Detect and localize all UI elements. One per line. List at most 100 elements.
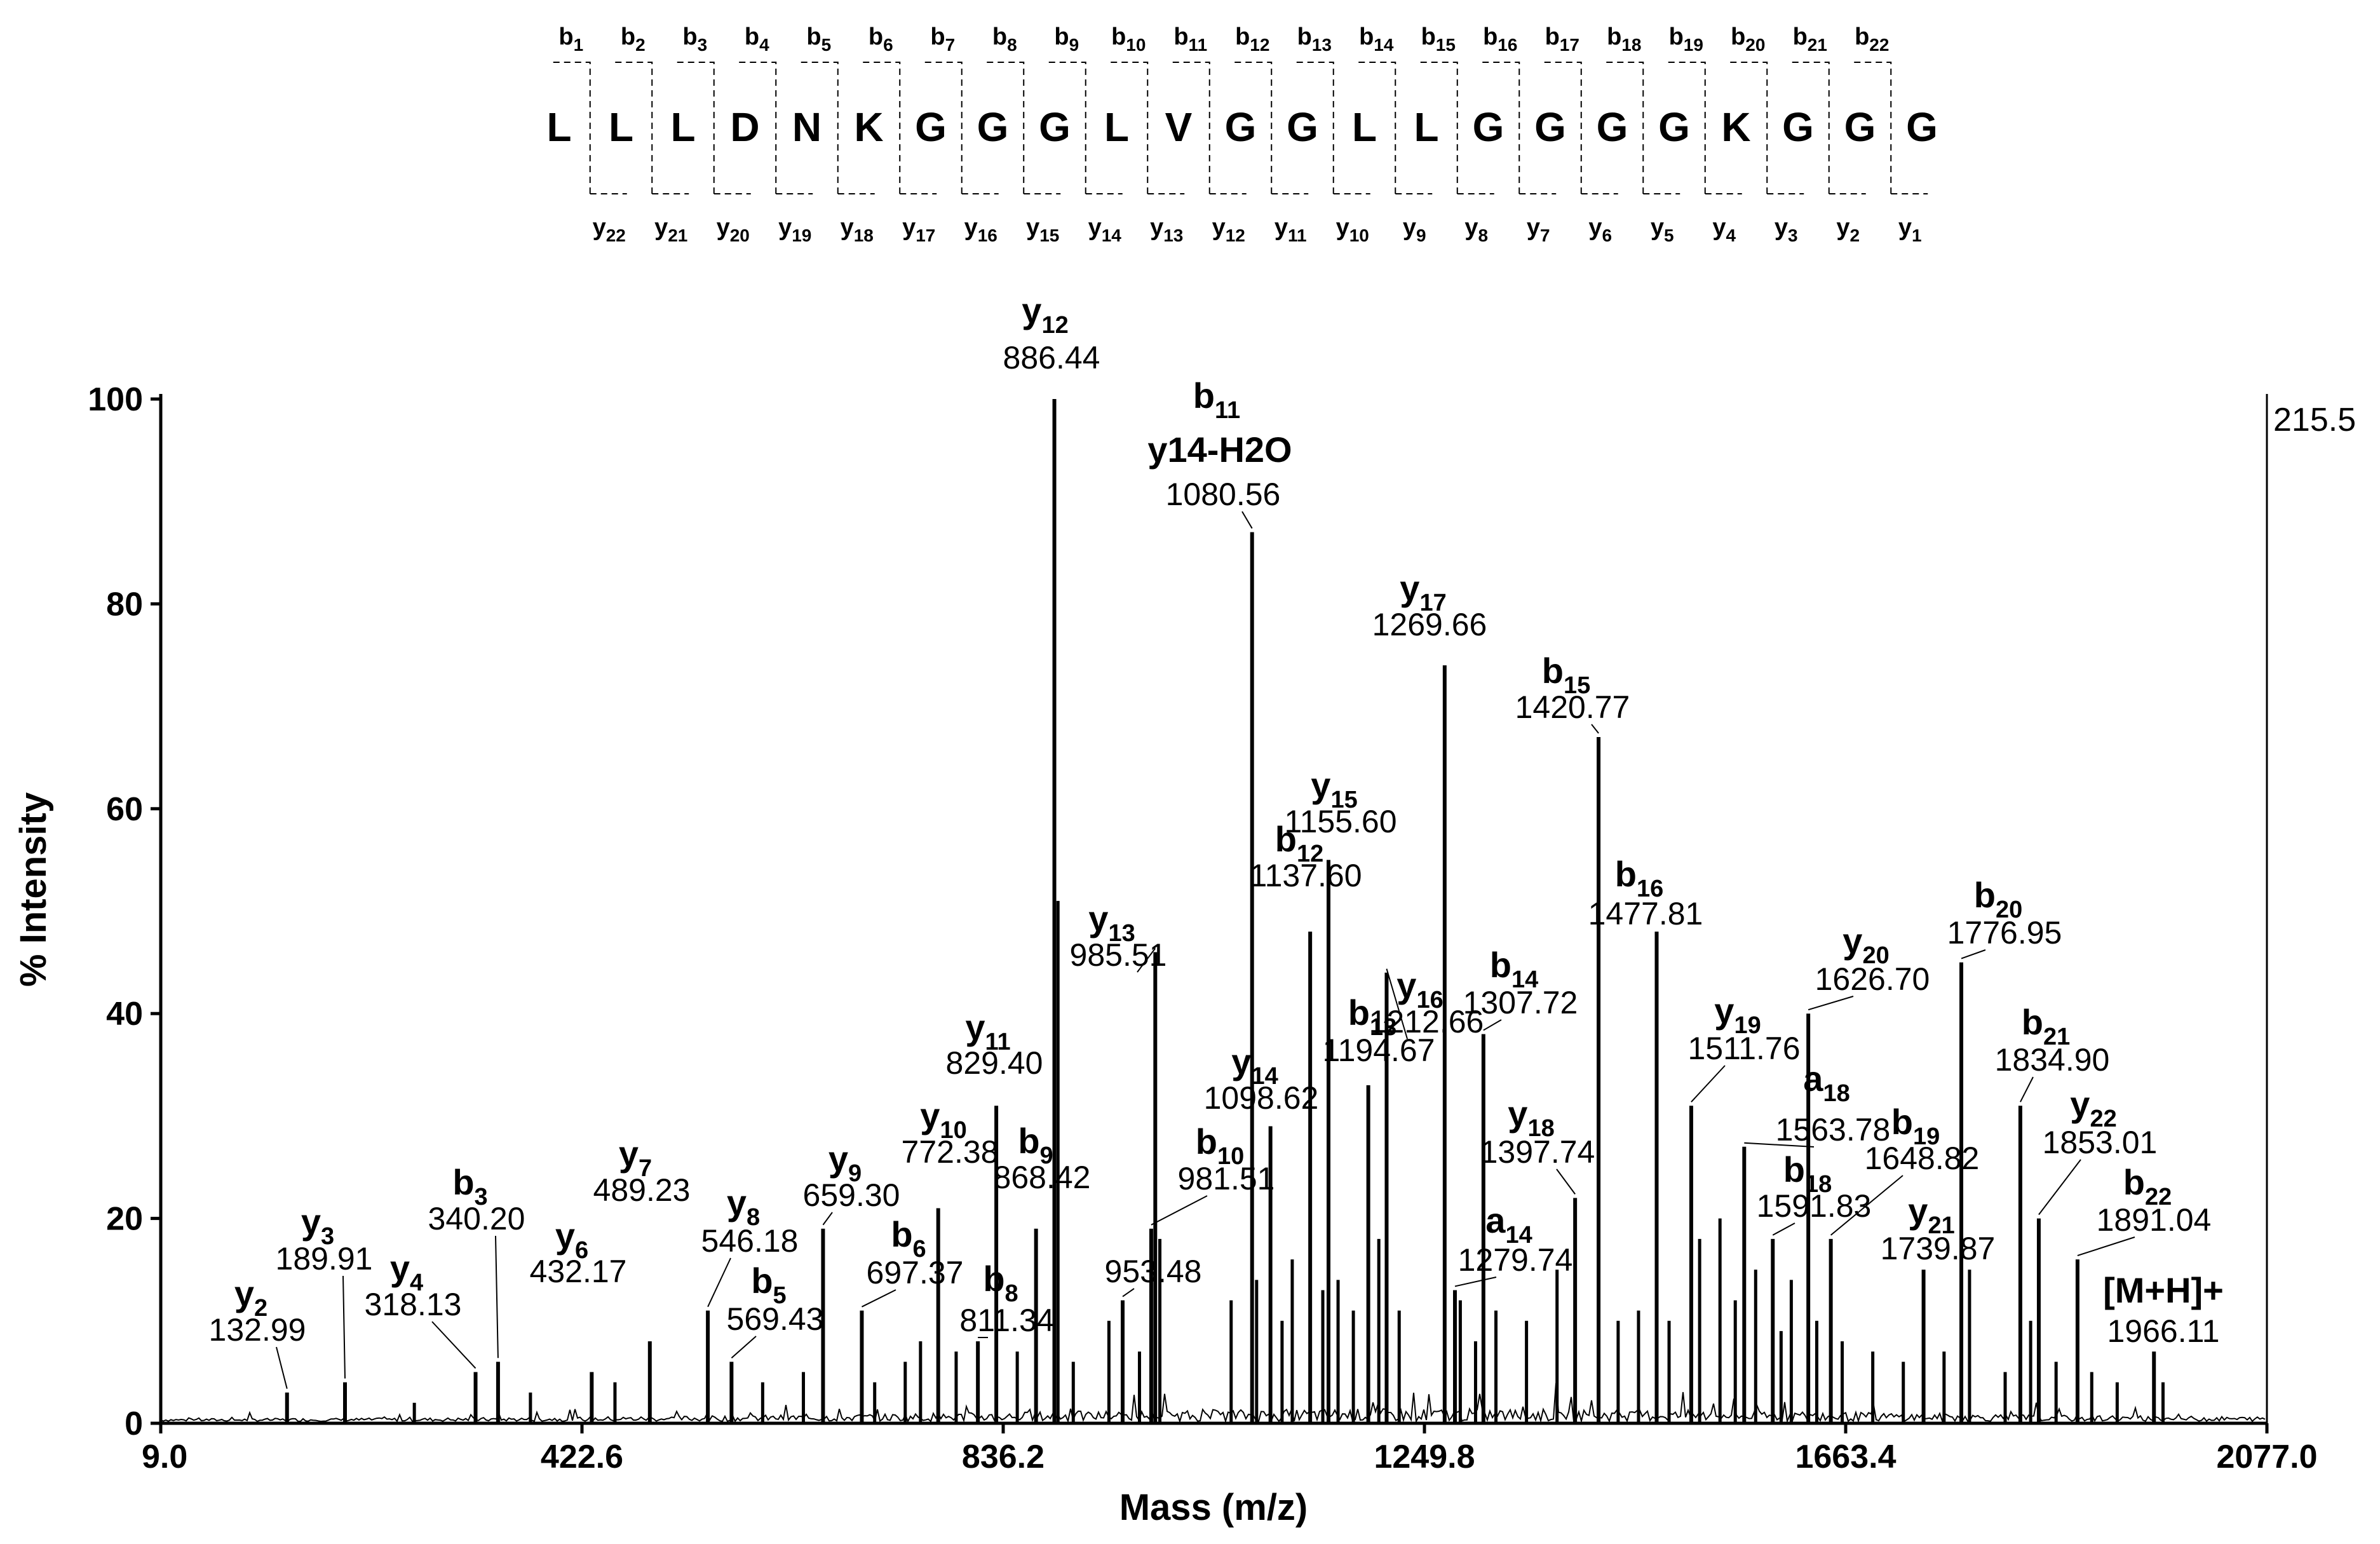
y-index: 3 — [1788, 226, 1798, 245]
cleavage-marker — [1358, 62, 1396, 194]
b-letter: b — [1111, 24, 1126, 50]
y-ion-label: y2 — [1836, 214, 1860, 245]
b-ion-label: b12 — [1235, 24, 1269, 55]
b-letter: b — [682, 24, 697, 50]
y-letter: y — [1275, 214, 1288, 241]
residue: L — [1352, 104, 1377, 150]
b-ion-label: b21 — [1793, 24, 1827, 55]
ion-index: 14 — [1511, 966, 1538, 993]
y-ion-label: y15 — [1026, 214, 1059, 245]
b-index: 11 — [1189, 35, 1208, 55]
b-ion-label: b19 — [1669, 24, 1703, 55]
residue: G — [1658, 104, 1690, 150]
peak-leader-line — [1122, 1288, 1135, 1297]
ion-index: 10 — [940, 1117, 966, 1144]
residue: G — [1473, 104, 1504, 150]
b-ion-label: b9 — [1054, 24, 1079, 55]
b-letter: b — [1359, 24, 1374, 50]
x-tick-label: 2077.0 — [2216, 1439, 2317, 1475]
fragmentation-map: L L L D N K G G G L V G G L L G G G G K G G Gb1y22b2y21b3y20b4… — [546, 24, 1937, 245]
peak-ion-label: y22 — [2070, 1084, 2116, 1132]
peak-mz-label: 132.99 — [209, 1312, 306, 1348]
cleavage-marker — [1606, 62, 1644, 194]
peak-leader-line — [1151, 1195, 1208, 1226]
ion-type: y — [828, 1139, 848, 1179]
ion-index: 3 — [321, 1223, 334, 1250]
peak-ion-label: b9 — [1018, 1121, 1053, 1169]
ion-type: y — [1842, 921, 1862, 961]
cleavage-marker — [1544, 62, 1582, 194]
peak-leader-line — [1591, 724, 1599, 734]
cleavage-marker — [987, 62, 1025, 194]
peak-ion-label: y19 — [1714, 991, 1761, 1039]
peak-leader-line — [1772, 1222, 1795, 1236]
b-letter: b — [1235, 24, 1250, 50]
peak-mz-label: 1397.74 — [1480, 1134, 1595, 1170]
ion-type: b — [1615, 854, 1637, 894]
ion-index: 22 — [2145, 1184, 2172, 1210]
residue: G — [1287, 104, 1318, 150]
y-letter: y — [593, 214, 606, 241]
b-index: 5 — [822, 35, 832, 55]
residue: G — [1782, 104, 1814, 150]
cleavage-marker — [1234, 62, 1273, 194]
y-ion-label: y5 — [1651, 214, 1674, 245]
residue: L — [546, 104, 571, 150]
b-letter: b — [806, 24, 821, 50]
b-letter: b — [1545, 24, 1560, 50]
x-tick-label: 836.2 — [962, 1439, 1045, 1475]
y-index: 1 — [1912, 226, 1922, 245]
peak-leader-line — [342, 1275, 346, 1379]
y-index: 11 — [1288, 226, 1307, 245]
peak-mz-label: 1080.56 — [1166, 477, 1281, 512]
y-ion-label: y16 — [964, 214, 997, 245]
b-index: 18 — [1621, 35, 1641, 55]
peak-ion-label: y18 — [1508, 1094, 1554, 1142]
peak-leader-line — [1691, 1065, 1726, 1102]
peak-leader-line — [276, 1346, 288, 1389]
ion-index: 19 — [1913, 1123, 1940, 1150]
b-letter: b — [1855, 24, 1869, 50]
b-index: 6 — [883, 35, 893, 55]
residue: G — [1906, 104, 1938, 150]
b-index: 7 — [945, 35, 956, 55]
peak-ion-label: b22 — [2123, 1162, 2172, 1210]
residue: L — [609, 104, 633, 150]
y-ion-label: y13 — [1150, 214, 1183, 245]
b-index: 10 — [1126, 35, 1146, 55]
b-index: 20 — [1745, 35, 1765, 55]
residue: V — [1165, 104, 1193, 150]
b-ion-label: b22 — [1855, 24, 1889, 55]
peak-ion-label: b21 — [2022, 1002, 2071, 1050]
b-letter: b — [1297, 24, 1312, 50]
cleavage-marker — [1668, 62, 1706, 194]
b-letter: b — [869, 24, 883, 50]
y-ticks: 0 20 40 60 80 100 — [88, 381, 161, 1442]
baseline-noise — [160, 1383, 2266, 1424]
y-letter: y — [1150, 214, 1163, 241]
peak-ion-label: b3 — [452, 1162, 487, 1210]
peak-mz-label: 1776.95 — [1947, 915, 2062, 951]
peak-mz-label: 569.43 — [727, 1301, 824, 1337]
ion-index: 8 — [1005, 1280, 1018, 1307]
residue: G — [1039, 104, 1071, 150]
b-ion-label: b18 — [1607, 24, 1641, 55]
b-index: 13 — [1312, 35, 1332, 55]
ion-type: y — [1714, 991, 1734, 1031]
y-ion-label: y19 — [778, 214, 811, 245]
ion-type: y — [1022, 290, 1041, 330]
y-tick-label: 100 — [88, 381, 143, 418]
ion-type: b — [1196, 1121, 1217, 1161]
cleavage-marker — [1111, 62, 1149, 194]
peak-ion-label: a18 — [1803, 1059, 1849, 1107]
y-letter: y — [902, 214, 916, 241]
